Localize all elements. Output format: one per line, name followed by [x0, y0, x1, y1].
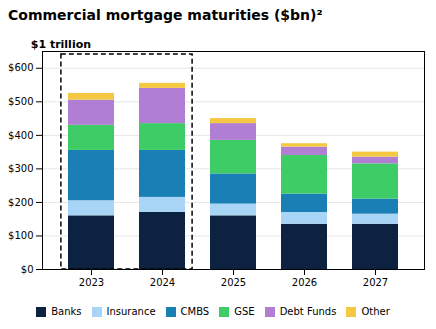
html-text:CMBS: CMBS [180, 306, 210, 317]
html-text:Debt Funds: Debt Funds [279, 306, 337, 317]
html-text:Other: Other [361, 306, 390, 317]
html-text:Insurance: Insurance [106, 306, 156, 317]
svg-text:2026: 2026 [292, 277, 317, 288]
svg-text:$1 trillion: $1 trillion [31, 38, 91, 51]
html-text:Banks: Banks [51, 306, 82, 317]
svg-text:$400: $400 [8, 130, 33, 141]
svg-text:$200: $200 [8, 197, 33, 208]
svg-text:$500: $500 [8, 96, 33, 107]
svg-text:$300: $300 [8, 163, 33, 174]
html-text:GSE: GSE [234, 306, 255, 317]
svg-text:$100: $100 [8, 230, 33, 241]
svg-text:2025: 2025 [221, 277, 246, 288]
svg-text:2023: 2023 [79, 277, 104, 288]
svg-text:2027: 2027 [363, 277, 388, 288]
html-text:Commercial mortgage maturities: Commercial mortgage maturities ($bn)² [8, 7, 323, 23]
svg-text:$0: $0 [21, 264, 34, 275]
svg-text:$600: $600 [8, 62, 33, 73]
svg-text:2024: 2024 [150, 277, 175, 288]
